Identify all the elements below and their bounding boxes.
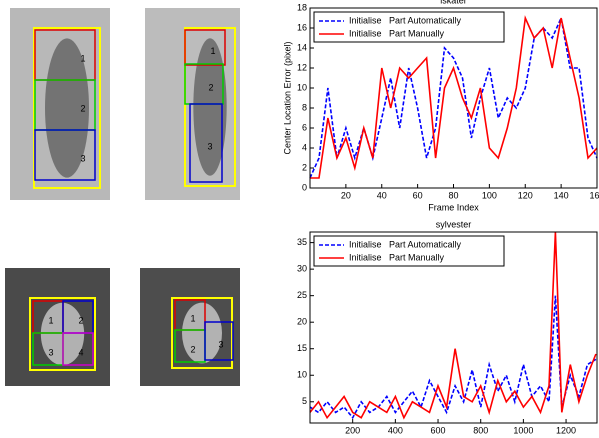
legend-label: Initialise Part Manually — [349, 28, 445, 38]
y-axis-label: Center Location Error (pixel) — [282, 41, 292, 154]
part-label: 3 — [48, 347, 53, 357]
y-tick-label: 15 — [297, 343, 307, 353]
x-tick-label: 1000 — [513, 425, 533, 435]
subject — [182, 303, 222, 364]
x-tick-label: 140 — [554, 190, 569, 200]
x-tick-label: 1200 — [556, 425, 576, 435]
part-label: 1 — [48, 315, 53, 325]
y-tick-label: 12 — [297, 62, 307, 72]
x-tick-label: 400 — [388, 425, 403, 435]
x-tick-label: 160 — [589, 190, 599, 200]
y-tick-label: 18 — [297, 2, 307, 12]
y-tick-label: 6 — [302, 122, 307, 132]
y-tick-label: 8 — [302, 102, 307, 112]
x-axis-label: Frame Index — [428, 202, 479, 212]
part-label: 1 — [80, 53, 85, 63]
figure: 1231231234123iskaterFrame IndexCenter Lo… — [0, 0, 599, 438]
y-tick-label: 25 — [297, 290, 307, 300]
x-tick-label: 120 — [518, 190, 533, 200]
part-label: 2 — [208, 82, 213, 92]
legend-label: Initialise Part Automatically — [349, 15, 462, 25]
part-label: 3 — [218, 339, 223, 349]
y-tick-label: 5 — [302, 396, 307, 406]
part-label: 2 — [190, 344, 195, 354]
x-tick-label: 800 — [473, 425, 488, 435]
chart-title: sylvester — [436, 219, 472, 229]
x-tick-label: 600 — [431, 425, 446, 435]
y-tick-label: 2 — [302, 162, 307, 172]
part-label: 3 — [80, 153, 85, 163]
y-tick-label: 35 — [297, 237, 307, 247]
part-label: 3 — [207, 141, 212, 151]
legend-label: Initialise Part Automatically — [349, 239, 462, 249]
y-tick-label: 16 — [297, 22, 307, 32]
x-tick-label: 200 — [345, 425, 360, 435]
part-label: 2 — [78, 315, 83, 325]
part-label: 4 — [78, 347, 83, 357]
y-tick-label: 0 — [302, 182, 307, 192]
part-label: 1 — [190, 313, 195, 323]
y-tick-label: 14 — [297, 42, 307, 52]
x-tick-label: 60 — [413, 190, 423, 200]
part-label: 2 — [80, 103, 85, 113]
x-tick-label: 20 — [341, 190, 351, 200]
x-tick-label: 80 — [448, 190, 458, 200]
chart-title: iskater — [440, 0, 467, 5]
y-tick-label: 10 — [297, 82, 307, 92]
x-tick-label: 40 — [377, 190, 387, 200]
series-line — [310, 296, 596, 418]
y-tick-label: 4 — [302, 142, 307, 152]
legend-label: Initialise Part Manually — [349, 252, 445, 262]
x-tick-label: 100 — [482, 190, 497, 200]
y-tick-label: 10 — [297, 370, 307, 380]
part-label: 1 — [210, 46, 215, 56]
y-tick-label: 20 — [297, 317, 307, 327]
y-tick-label: 30 — [297, 264, 307, 274]
